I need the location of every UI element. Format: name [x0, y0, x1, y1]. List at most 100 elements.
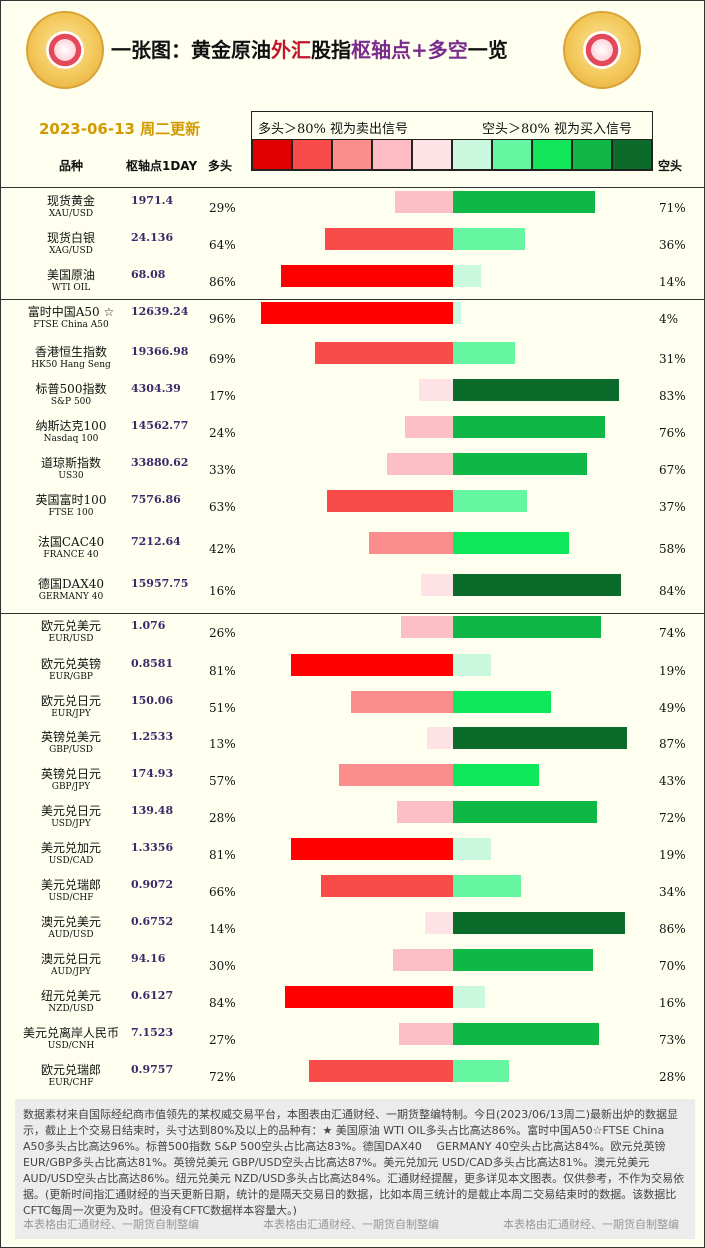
- legend-swatch-3: [372, 139, 412, 170]
- instrument-code: XAG/USD: [49, 246, 93, 256]
- long-percent-label: 72%: [209, 1070, 236, 1084]
- instrument-name: 美国原油: [46, 268, 95, 282]
- instrument-name: 纽元兑美元: [40, 989, 101, 1003]
- table-row: 道琼斯指数 US30 33880.62 33% 67%: [1, 452, 704, 489]
- table-row: 纽元兑美元 NZD/USD 0.6127 84% 16%: [1, 985, 704, 1022]
- long-bar: [351, 691, 453, 713]
- instrument-name: 美元兑日元: [40, 804, 101, 818]
- brand-logo-right: [563, 11, 641, 89]
- pivot-value: 7576.86: [131, 493, 181, 506]
- short-bar: [453, 801, 597, 823]
- short-percent-label: 70%: [659, 959, 686, 973]
- short-percent-label: 58%: [659, 542, 686, 556]
- short-bar: [453, 912, 625, 934]
- instrument-code: GERMANY 40: [38, 592, 104, 602]
- table-row: 美元兑离岸人民币 USD/CNH 7.1523 27% 73%: [1, 1022, 704, 1059]
- short-percent-label: 31%: [659, 352, 686, 366]
- table-row: 英镑兑美元 GBP/USD 1.2533 13% 87%: [1, 726, 704, 763]
- short-percent-label: 73%: [659, 1033, 686, 1047]
- pivot-value: 1.2533: [131, 730, 174, 743]
- long-percent-label: 86%: [209, 275, 236, 289]
- short-percent-label: 19%: [659, 664, 686, 678]
- pivot-value: 7.1523: [131, 1026, 174, 1039]
- instrument-name: 现货白银: [46, 231, 95, 245]
- table-row: 香港恒生指数 HK50 Hang Seng 19366.98 69% 31%: [1, 341, 704, 378]
- short-bar: [453, 764, 539, 786]
- pivot-value: 19366.98: [131, 345, 189, 358]
- pivot-value: 7212.64: [131, 535, 181, 548]
- short-percent-label: 84%: [659, 584, 686, 598]
- short-bar: [453, 453, 587, 475]
- short-bar: [453, 342, 515, 364]
- legend-swatch-9: [612, 139, 652, 170]
- short-percent-label: 72%: [659, 811, 686, 825]
- short-percent-label: 14%: [659, 275, 686, 289]
- instrument-name: 富时中国A50 ☆: [27, 305, 115, 319]
- long-bar: [291, 654, 453, 676]
- instrument-name: 现货黄金: [46, 194, 95, 208]
- instrument-code: GBP/JPY: [51, 782, 91, 792]
- long-bar: [425, 912, 453, 934]
- table-row: 标普500指数 S&P 500 4304.39 17% 83%: [1, 378, 704, 415]
- long-percent-label: 17%: [209, 389, 236, 403]
- long-percent-label: 27%: [209, 1033, 236, 1047]
- long-percent-label: 64%: [209, 238, 236, 252]
- table-row: 欧元兑英镑 EUR/GBP 0.8581 81% 19%: [1, 653, 704, 690]
- instrument-code: NZD/USD: [48, 1004, 94, 1014]
- short-percent-label: 36%: [659, 238, 686, 252]
- long-percent-label: 84%: [209, 996, 236, 1010]
- long-bar: [405, 416, 453, 438]
- legend-sell-text: 多头＞80% 视为卖出信号: [258, 122, 409, 137]
- instrument-code: USD/CAD: [48, 856, 94, 866]
- instrument-code: EUR/USD: [48, 634, 94, 644]
- short-bar: [453, 949, 593, 971]
- instrument-code: USD/JPY: [51, 819, 91, 829]
- long-bar: [321, 875, 453, 897]
- pivot-value: 24.136: [131, 231, 174, 244]
- long-bar: [401, 616, 453, 638]
- instrument-name: 法国CAC40: [37, 535, 105, 549]
- instrument-name: 欧元兑日元: [40, 694, 101, 708]
- short-bar: [453, 1023, 599, 1045]
- header-short: 空头: [658, 159, 683, 173]
- long-percent-label: 24%: [209, 426, 236, 440]
- short-bar: [453, 532, 569, 554]
- pivot-value: 1.3356: [131, 841, 174, 854]
- instrument-name: 英镑兑美元: [40, 730, 101, 744]
- instrument-code: HK50 Hang Seng: [31, 360, 111, 370]
- instrument-code: Nasdaq 100: [43, 434, 99, 444]
- pivot-value: 0.9072: [131, 878, 174, 891]
- table-row: 现货白银 XAG/USD 24.136 64% 36%: [1, 227, 704, 264]
- long-percent-label: 16%: [209, 584, 236, 598]
- instrument-name: 纳斯达克100: [35, 419, 107, 433]
- short-bar: [453, 228, 525, 250]
- pivot-value: 1.076: [131, 619, 166, 632]
- short-bar: [453, 727, 627, 749]
- pivot-value: 174.93: [131, 767, 174, 780]
- instrument-code: USD/CHF: [48, 893, 94, 903]
- instrument-name: 美元兑瑞郎: [40, 878, 101, 892]
- long-percent-label: 33%: [209, 463, 236, 477]
- short-percent-label: 16%: [659, 996, 686, 1010]
- pivot-value: 33880.62: [131, 456, 189, 469]
- short-bar: [453, 875, 521, 897]
- long-percent-label: 63%: [209, 500, 236, 514]
- table-row: 德国DAX40 GERMANY 40 15957.75 16% 84%: [1, 573, 704, 610]
- long-percent-label: 81%: [209, 848, 236, 862]
- long-bar: [339, 764, 453, 786]
- table-row: 富时中国A50 ☆ FTSE China A50 12639.24 96% 4%: [1, 301, 704, 338]
- instrument-code: FTSE 100: [48, 508, 94, 518]
- pivot-value: 68.08: [131, 268, 166, 281]
- long-bar: [285, 986, 453, 1008]
- long-percent-label: 57%: [209, 774, 236, 788]
- pivot-value: 94.16: [131, 952, 166, 965]
- credit-2: 本表格由汇通财经、一期货自制整编: [263, 1218, 439, 1231]
- pivot-value: 0.9757: [131, 1063, 174, 1076]
- long-percent-label: 81%: [209, 664, 236, 678]
- short-bar: [453, 191, 595, 213]
- pivot-value: 12639.24: [131, 305, 189, 318]
- instrument-code: EUR/GBP: [49, 672, 93, 682]
- title-part-2: 外汇: [271, 38, 311, 62]
- title-part-3: 股指: [311, 38, 351, 62]
